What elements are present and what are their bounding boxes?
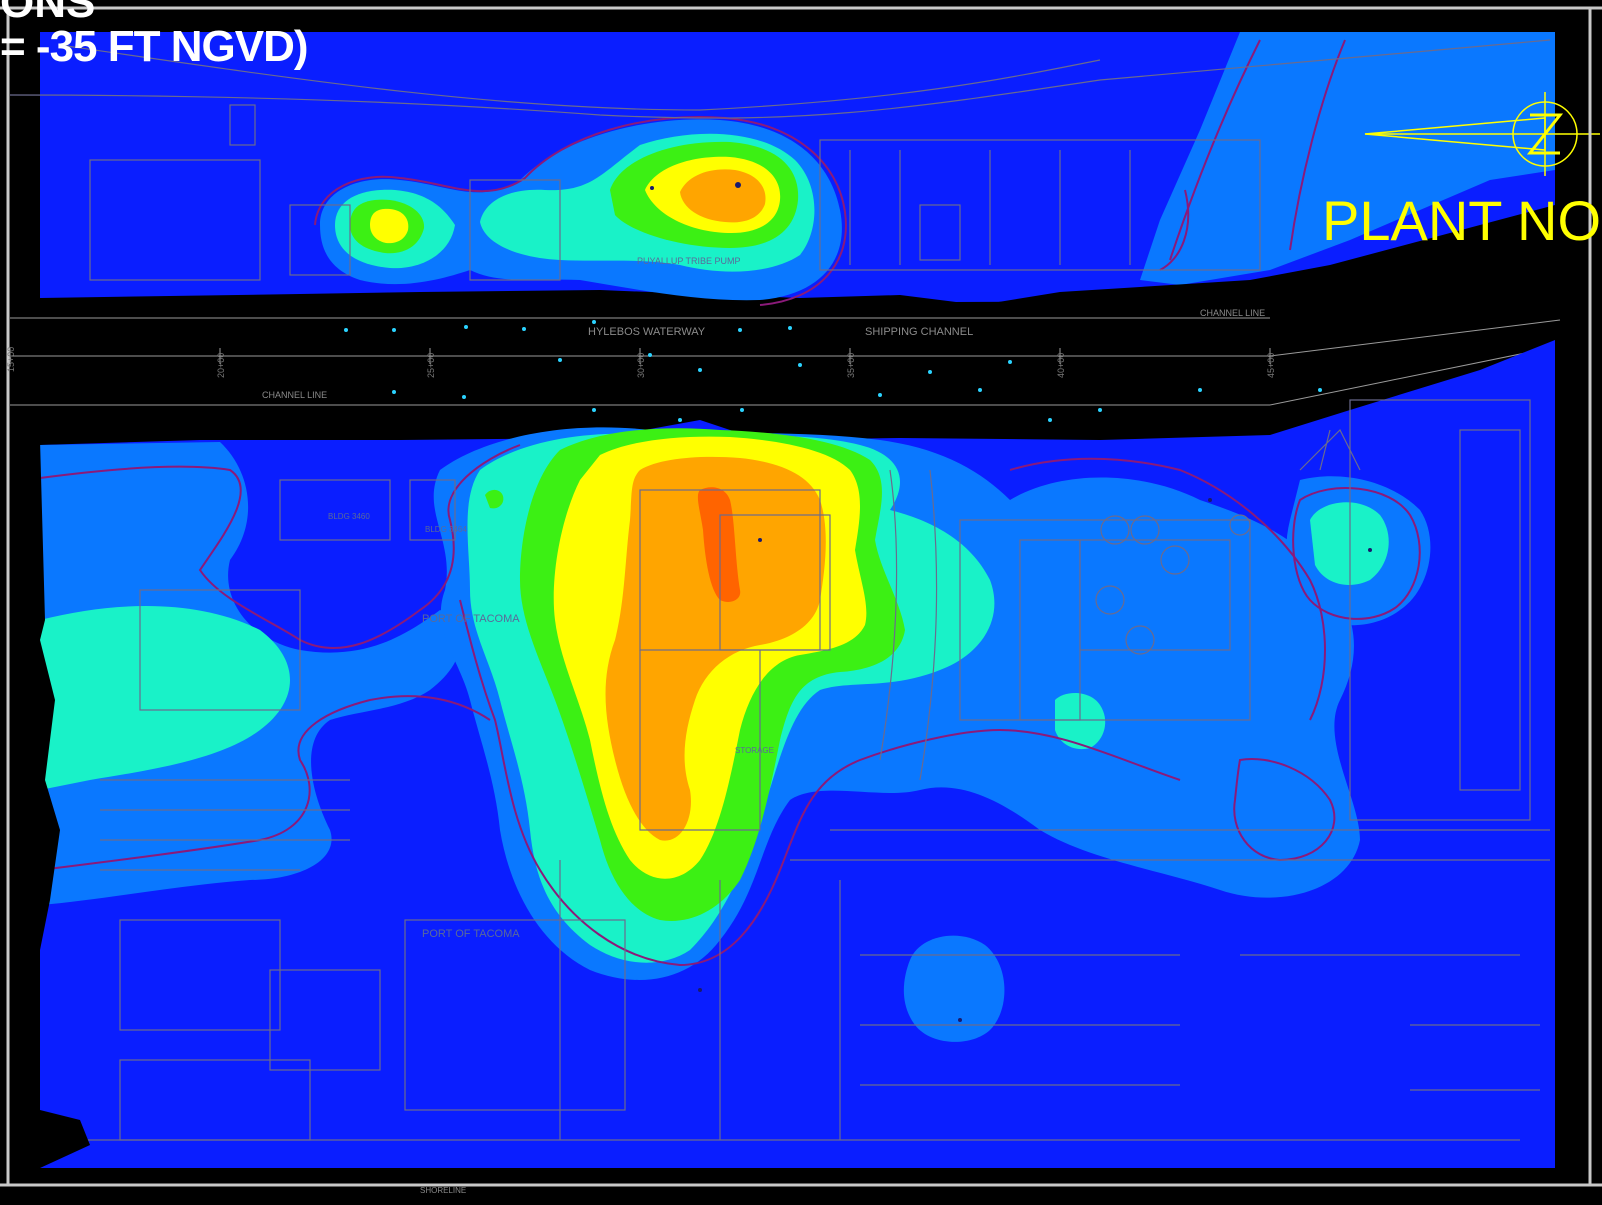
label-bldg-2: BLDG 3464 — [425, 525, 467, 534]
sample-points — [344, 320, 1322, 422]
station-label: 25+00 — [426, 352, 436, 378]
station-label: 35+00 — [846, 352, 856, 378]
label-waterway: HYLEBOS WATERWAY — [588, 326, 706, 338]
label-channel-line-left: CHANNEL LINE — [262, 390, 328, 400]
station-label: 20+00 — [216, 352, 226, 378]
label-port-tacoma-1: PORT OF TACOMA — [422, 613, 520, 625]
lower-panel — [0, 340, 1555, 1200]
label-port-tacoma-2: PORT OF TACOMA — [422, 928, 520, 940]
map-title: = -35 FT NGVD) — [0, 22, 308, 71]
upper-panel — [9, 32, 1555, 330]
label-pumphouse: PUYALLUP TRIBE PUMP — [637, 256, 741, 266]
label-shoreline: SHORELINE — [420, 1186, 467, 1195]
station-ticks — [9, 348, 1271, 364]
sheet-frame — [0, 6, 1602, 1187]
station-label: 40+00 — [1056, 352, 1066, 378]
station-label: 30+00 — [636, 352, 646, 378]
station-label: 15+00 — [6, 346, 16, 372]
north-arrow-icon — [1364, 92, 1600, 176]
sample-points-map — [387, 182, 1372, 1022]
plant-north-label: PLANT NO — [1322, 189, 1602, 252]
label-channel-line-right: CHANNEL LINE — [1200, 308, 1266, 318]
title-fragment: ONS — [0, 0, 96, 27]
label-shipping-channel: SHIPPING CHANNEL — [865, 326, 974, 338]
station-label: 45+00 — [1266, 352, 1276, 378]
label-storage: STORAGE — [735, 746, 774, 755]
label-bldg-1: BLDG 3460 — [328, 512, 370, 521]
